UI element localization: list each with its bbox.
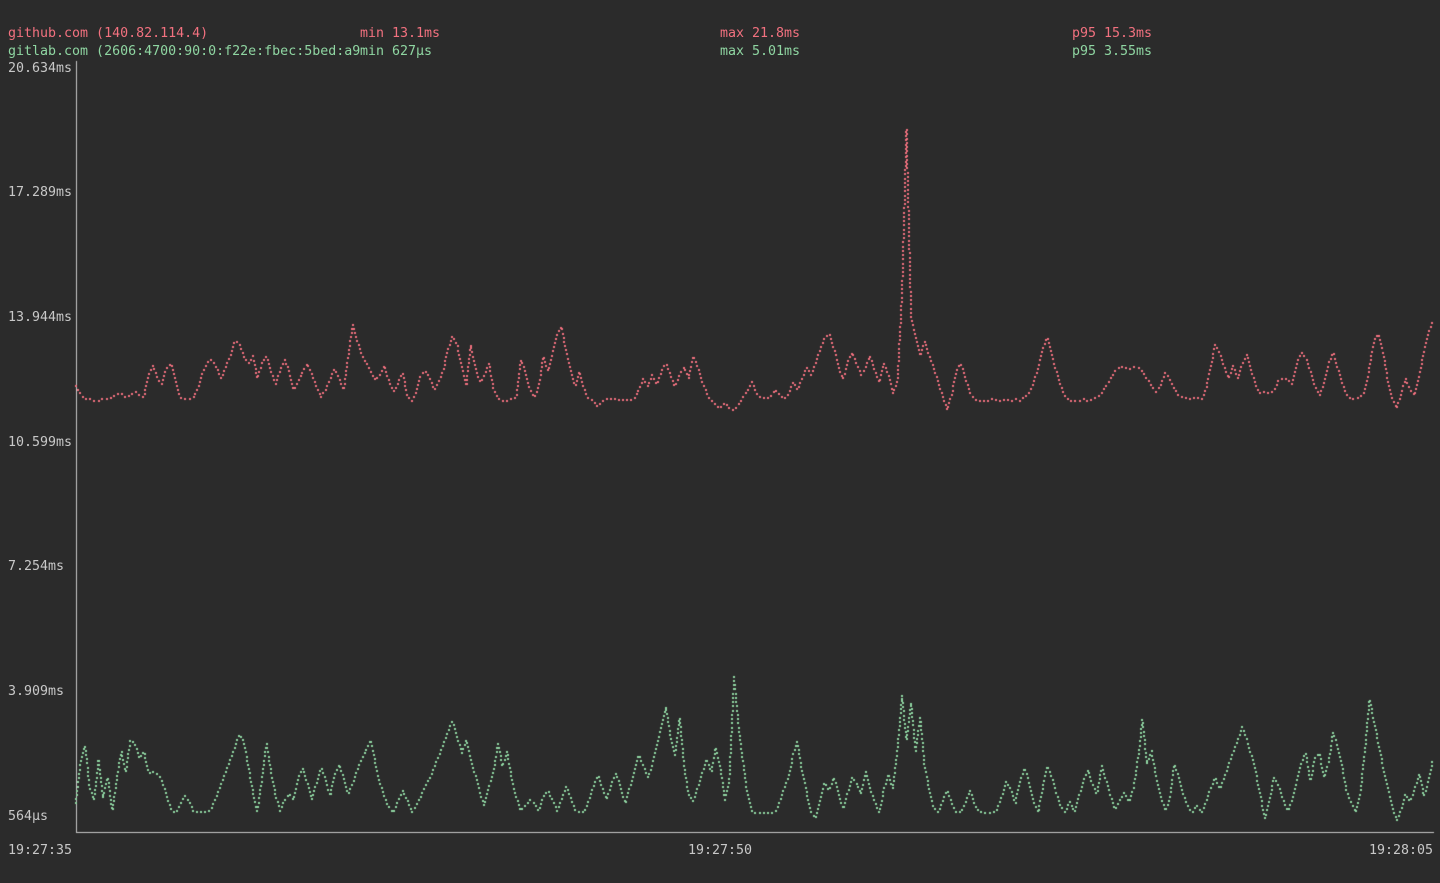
stat-max-gitlab: max 5.01ms [720, 44, 801, 59]
x-tick-end: 19:28:05 [1368, 843, 1433, 858]
stat-p95-gitlab: p95 3.55ms [1072, 44, 1153, 59]
stat-min-github: min 13.1ms [360, 26, 441, 41]
y-tick-3: 10.599ms [8, 435, 73, 450]
stat-min-gitlab: min 627µs [360, 44, 433, 59]
x-tick-middle: 19:27:50 [687, 843, 753, 858]
y-tick-1: 17.289ms [8, 185, 73, 200]
y-tick-2: 13.944ms [8, 310, 73, 325]
y-tick-0: 20.634ms [8, 61, 73, 76]
host-label-github: github.com (140.82.114.4) [8, 26, 209, 41]
x-tick-start: 19:27:35 [8, 843, 73, 858]
host-label-gitlab: gitlab.com (2606:4700:90:0:f22e:fbec:5be… [8, 44, 361, 59]
y-tick-6: 564µs [8, 809, 49, 824]
stat-p95-github: p95 15.3ms [1072, 26, 1153, 41]
stat-max-github: max 21.8ms [720, 26, 801, 41]
y-tick-4: 7.254ms [8, 559, 65, 574]
y-tick-5: 3.909ms [8, 684, 65, 699]
